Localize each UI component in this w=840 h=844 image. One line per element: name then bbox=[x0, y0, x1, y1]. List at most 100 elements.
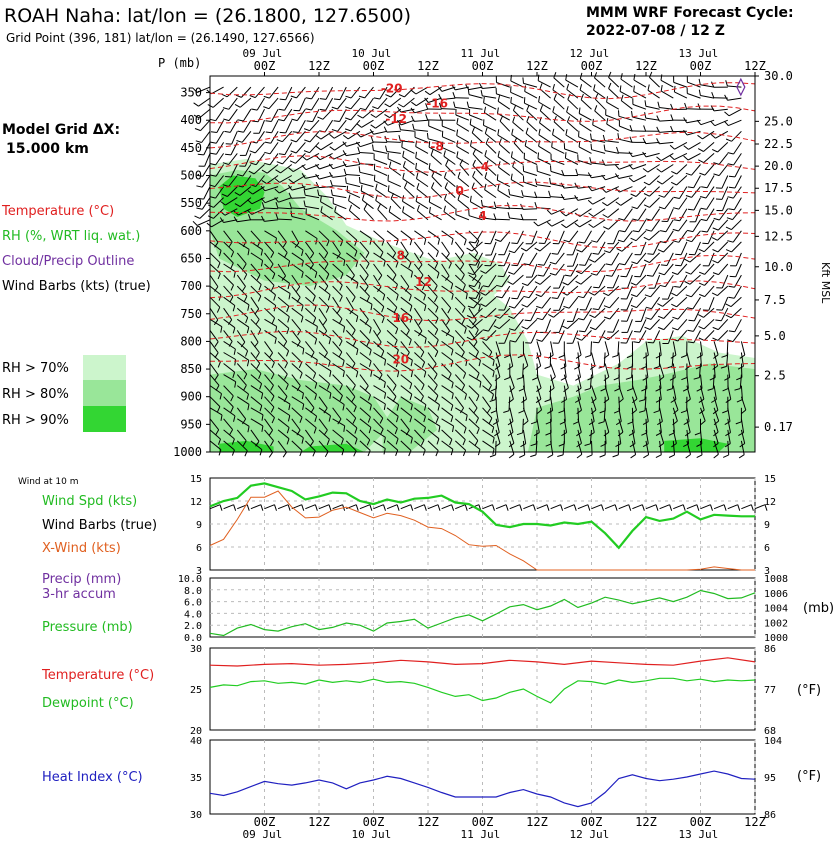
pressure-tick: 1004 bbox=[764, 604, 788, 615]
date-label: 13 Jul bbox=[679, 47, 719, 60]
wind-barb-flag bbox=[359, 177, 360, 183]
wind-tick-left: 12 bbox=[190, 497, 202, 508]
legend-precip-accum: 3-hr accum bbox=[42, 587, 116, 602]
wind-barb-flag bbox=[688, 209, 694, 210]
wind-barb-flag bbox=[402, 141, 403, 147]
heat-tick-c: 35 bbox=[190, 773, 202, 784]
heat-tick-f: 104 bbox=[764, 736, 782, 747]
model-grid-value: 15.000 km bbox=[6, 141, 89, 157]
precip-tick: 0.0 bbox=[184, 633, 202, 644]
wind-barb-flag bbox=[252, 121, 258, 122]
wind-barb bbox=[592, 441, 593, 455]
wind-barb-flag bbox=[307, 121, 313, 122]
height-tick-label: 25.0 bbox=[764, 114, 793, 128]
wind-barb-flag bbox=[538, 153, 539, 159]
wind-barb bbox=[291, 198, 305, 199]
date-label: 09 Jul bbox=[243, 828, 283, 840]
wind-barb-flag bbox=[225, 177, 231, 178]
time-tick-label: 00Z bbox=[363, 59, 385, 73]
isotherm-label: 8 bbox=[397, 249, 405, 263]
temp-unit-f: (°F) bbox=[797, 683, 821, 698]
heat-unit-f: (°F) bbox=[797, 769, 821, 784]
wind-barb-flag bbox=[511, 243, 517, 244]
time-tick-label: 00Z bbox=[472, 815, 494, 829]
date-label: 12 Jul bbox=[570, 47, 610, 60]
legend-rh80: RH > 80% bbox=[2, 387, 69, 402]
wind-barb-flag bbox=[591, 144, 592, 150]
wind-barb-flag bbox=[631, 455, 636, 458]
height-tick-label: 20.0 bbox=[764, 159, 793, 173]
time-tick-label: 00Z bbox=[254, 815, 276, 829]
legend-rh: RH (%, WRT liq. wat.) bbox=[2, 229, 140, 244]
wind-barb-flag bbox=[490, 455, 496, 457]
wind-barb bbox=[202, 131, 210, 142]
wind-barb-flag bbox=[593, 287, 599, 288]
pressure-tick: 1006 bbox=[764, 589, 788, 600]
precip-tick: 6.0 bbox=[184, 598, 202, 609]
wind-barb-flag bbox=[613, 455, 619, 457]
p-tick-label: 800 bbox=[180, 334, 202, 348]
p-tick-label: 550 bbox=[180, 196, 202, 210]
time-tick-label: 12Z bbox=[635, 59, 657, 73]
wind-barb-flag bbox=[689, 320, 695, 321]
isotherm-label: 4 bbox=[478, 209, 486, 223]
pressure-tick: 1000 bbox=[764, 633, 788, 644]
legend-rh70: RH > 70% bbox=[2, 361, 69, 376]
wind-barb-flag bbox=[225, 154, 231, 155]
wind-barb-flag bbox=[548, 455, 553, 458]
time-tick-label: 00Z bbox=[581, 815, 603, 829]
wind-barb bbox=[291, 208, 305, 209]
forecast-cycle-label: MMM WRF Forecast Cycle: bbox=[586, 5, 794, 21]
isotherm-label: -20 bbox=[381, 82, 403, 96]
time-tick-label: 00Z bbox=[690, 59, 712, 73]
p-tick-label: 900 bbox=[180, 390, 202, 404]
wind-barb-flag bbox=[723, 455, 729, 458]
wind-barb-flag bbox=[647, 254, 653, 255]
wind-barb-flag bbox=[634, 86, 635, 92]
wind-barb-flag bbox=[669, 455, 674, 458]
p-tick-label: 700 bbox=[180, 279, 202, 293]
wind-barb-flag bbox=[530, 455, 536, 457]
height-tick-label: 22.5 bbox=[764, 137, 793, 151]
isotherm-label: -8 bbox=[430, 140, 443, 154]
legend-heat-index: Heat Index (°C) bbox=[42, 770, 143, 785]
forecast-cycle-value: 2022-07-08 / 12 Z bbox=[586, 23, 725, 39]
wind-barb-flag bbox=[280, 99, 286, 100]
model-grid-label: Model Grid ΔX: bbox=[2, 122, 120, 138]
legend-wind-speed: Wind Spd (kts) bbox=[42, 494, 137, 509]
wind-barb-flag bbox=[656, 455, 661, 458]
wind-barb-flag bbox=[643, 455, 648, 458]
p-tick-label: 650 bbox=[180, 251, 202, 265]
legend-precip: Precip (mm) bbox=[42, 572, 121, 587]
wind-barb-flag bbox=[334, 99, 340, 100]
wind-barb-flag bbox=[194, 103, 199, 106]
isotherm-label: -4 bbox=[476, 160, 489, 174]
wind-barb-flag bbox=[497, 174, 498, 180]
time-tick-label: 00Z bbox=[472, 59, 494, 73]
wind-barb-flag bbox=[729, 187, 735, 188]
isotherm-label: 0 bbox=[456, 184, 464, 198]
time-tick-label: 12Z bbox=[308, 59, 330, 73]
heat-tick-c: 40 bbox=[190, 736, 202, 747]
temp-tick-f: 77 bbox=[764, 685, 776, 696]
wind-barb-flag bbox=[661, 265, 667, 266]
wind-barb-flag bbox=[593, 119, 594, 125]
wind-tick-left: 6 bbox=[196, 543, 202, 554]
wind-panel-subtitle: Wind at 10 m bbox=[18, 477, 78, 487]
precip-tick: 2.0 bbox=[184, 621, 202, 632]
wind-barb-flag bbox=[269, 452, 272, 457]
date-label: 09 Jul bbox=[243, 47, 283, 60]
time-tick-label: 12Z bbox=[417, 815, 439, 829]
wind-barb-flag bbox=[280, 132, 286, 133]
heat-tick-f: 95 bbox=[764, 773, 776, 784]
wind-barb-flag bbox=[195, 129, 201, 131]
date-label: 11 Jul bbox=[461, 828, 501, 840]
station-title: ROAH Naha: lat/lon = (26.1800, 127.6500) bbox=[4, 5, 411, 27]
temp-tick-c: 25 bbox=[190, 685, 202, 696]
wind-barb bbox=[687, 109, 701, 110]
height-tick-label: 30.0 bbox=[764, 69, 793, 83]
grid-point-label: Grid Point (396, 181) lat/lon = (26.1490… bbox=[6, 31, 315, 45]
wind-barb-flag bbox=[484, 97, 485, 103]
wind-barb-flag bbox=[388, 185, 389, 191]
